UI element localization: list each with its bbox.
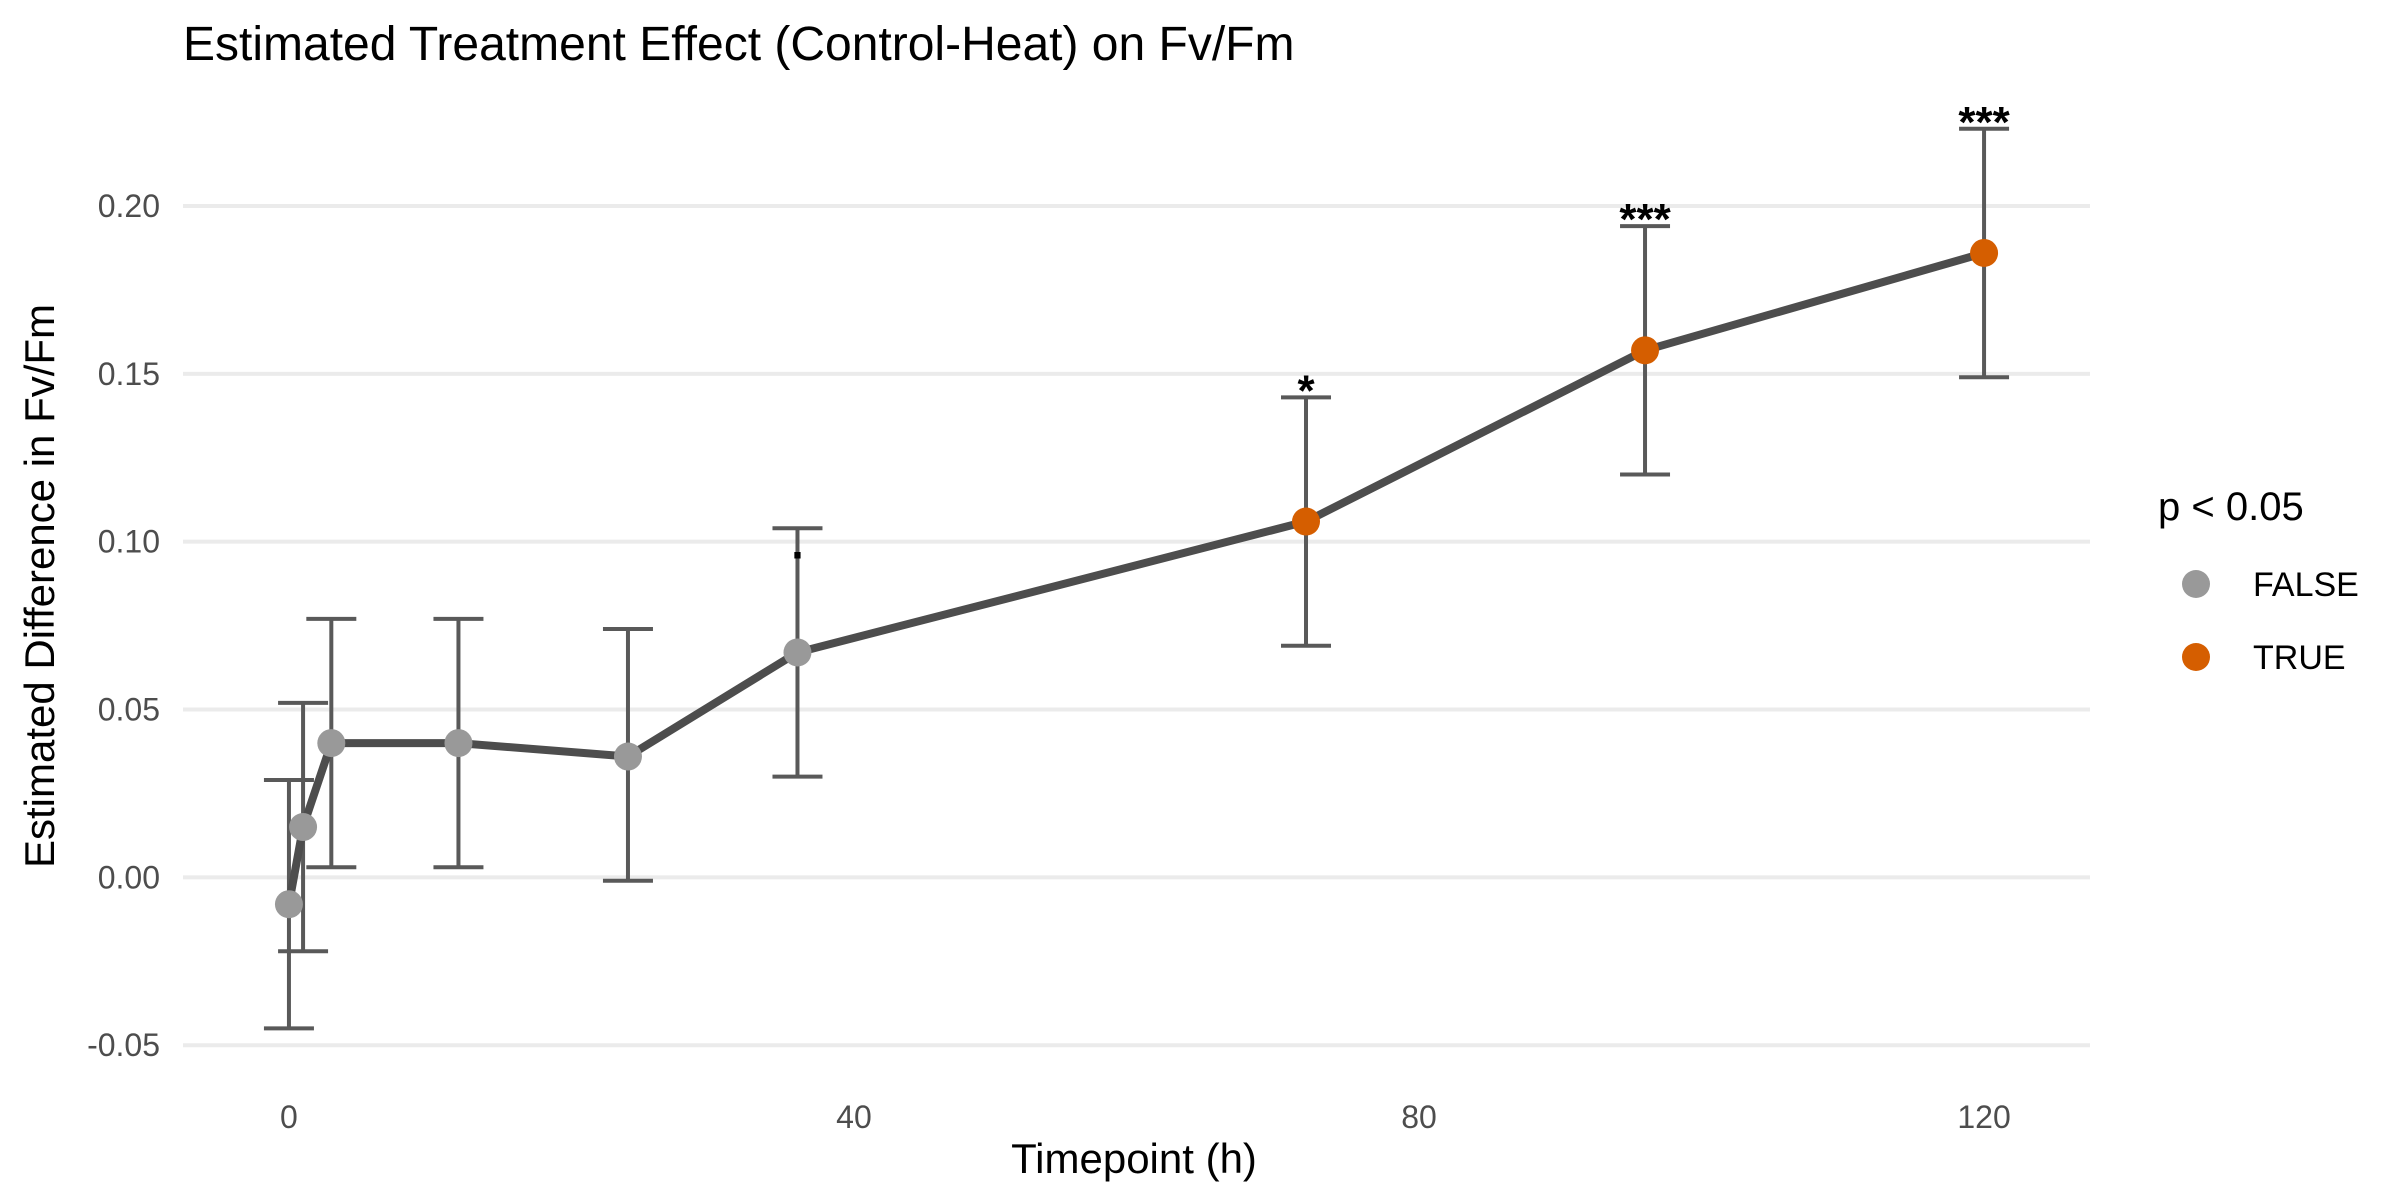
x-tick-label: 40 [836, 1099, 872, 1135]
legend-swatch-false [2182, 570, 2210, 598]
y-tick-label: 0.10 [98, 524, 160, 560]
x-axis-ticks: 0 40 80 120 [280, 1099, 2011, 1135]
legend-swatch-true [2182, 643, 2210, 671]
x-tick-label: 0 [280, 1099, 298, 1135]
legend-label-false: FALSE [2253, 566, 2359, 604]
y-tick-label: 0.15 [98, 356, 160, 392]
y-axis-ticks: -0.05 0.00 0.05 0.10 0.15 0.20 [87, 188, 160, 1063]
data-point [1970, 238, 1999, 267]
data-point [274, 890, 303, 919]
y-tick-label: 0.05 [98, 692, 160, 728]
significance-label: * [1297, 366, 1315, 415]
error-bars [263, 126, 2010, 1031]
x-axis-title: Timepoint (h) [1011, 1135, 1257, 1182]
data-point [1292, 507, 1321, 536]
data-point [1631, 336, 1660, 365]
significance-labels: .******* [791, 98, 2010, 568]
grid [183, 203, 2090, 1048]
legend: p < 0.05 FALSE TRUE [2158, 485, 2359, 677]
y-tick-label: 0.00 [98, 859, 160, 895]
data-points [274, 238, 1999, 919]
y-tick-label: -0.05 [87, 1027, 160, 1063]
significance-label: *** [1619, 195, 1671, 244]
data-point [289, 813, 318, 842]
x-tick-label: 120 [1957, 1099, 2010, 1135]
data-point [613, 742, 642, 771]
series-line [285, 249, 1986, 905]
x-tick-label: 80 [1401, 1099, 1437, 1135]
data-point [444, 729, 473, 758]
y-axis-title: Estimated Difference in Fv/Fm [16, 304, 63, 868]
legend-title: p < 0.05 [2158, 485, 2304, 529]
significance-label: *** [1958, 98, 2010, 147]
chart-title: Estimated Treatment Effect (Control-Heat… [183, 18, 1294, 71]
data-point [783, 638, 812, 667]
legend-label-true: TRUE [2253, 639, 2346, 677]
data-point [317, 729, 346, 758]
significance-label: . [791, 519, 803, 568]
y-tick-label: 0.20 [98, 188, 160, 224]
